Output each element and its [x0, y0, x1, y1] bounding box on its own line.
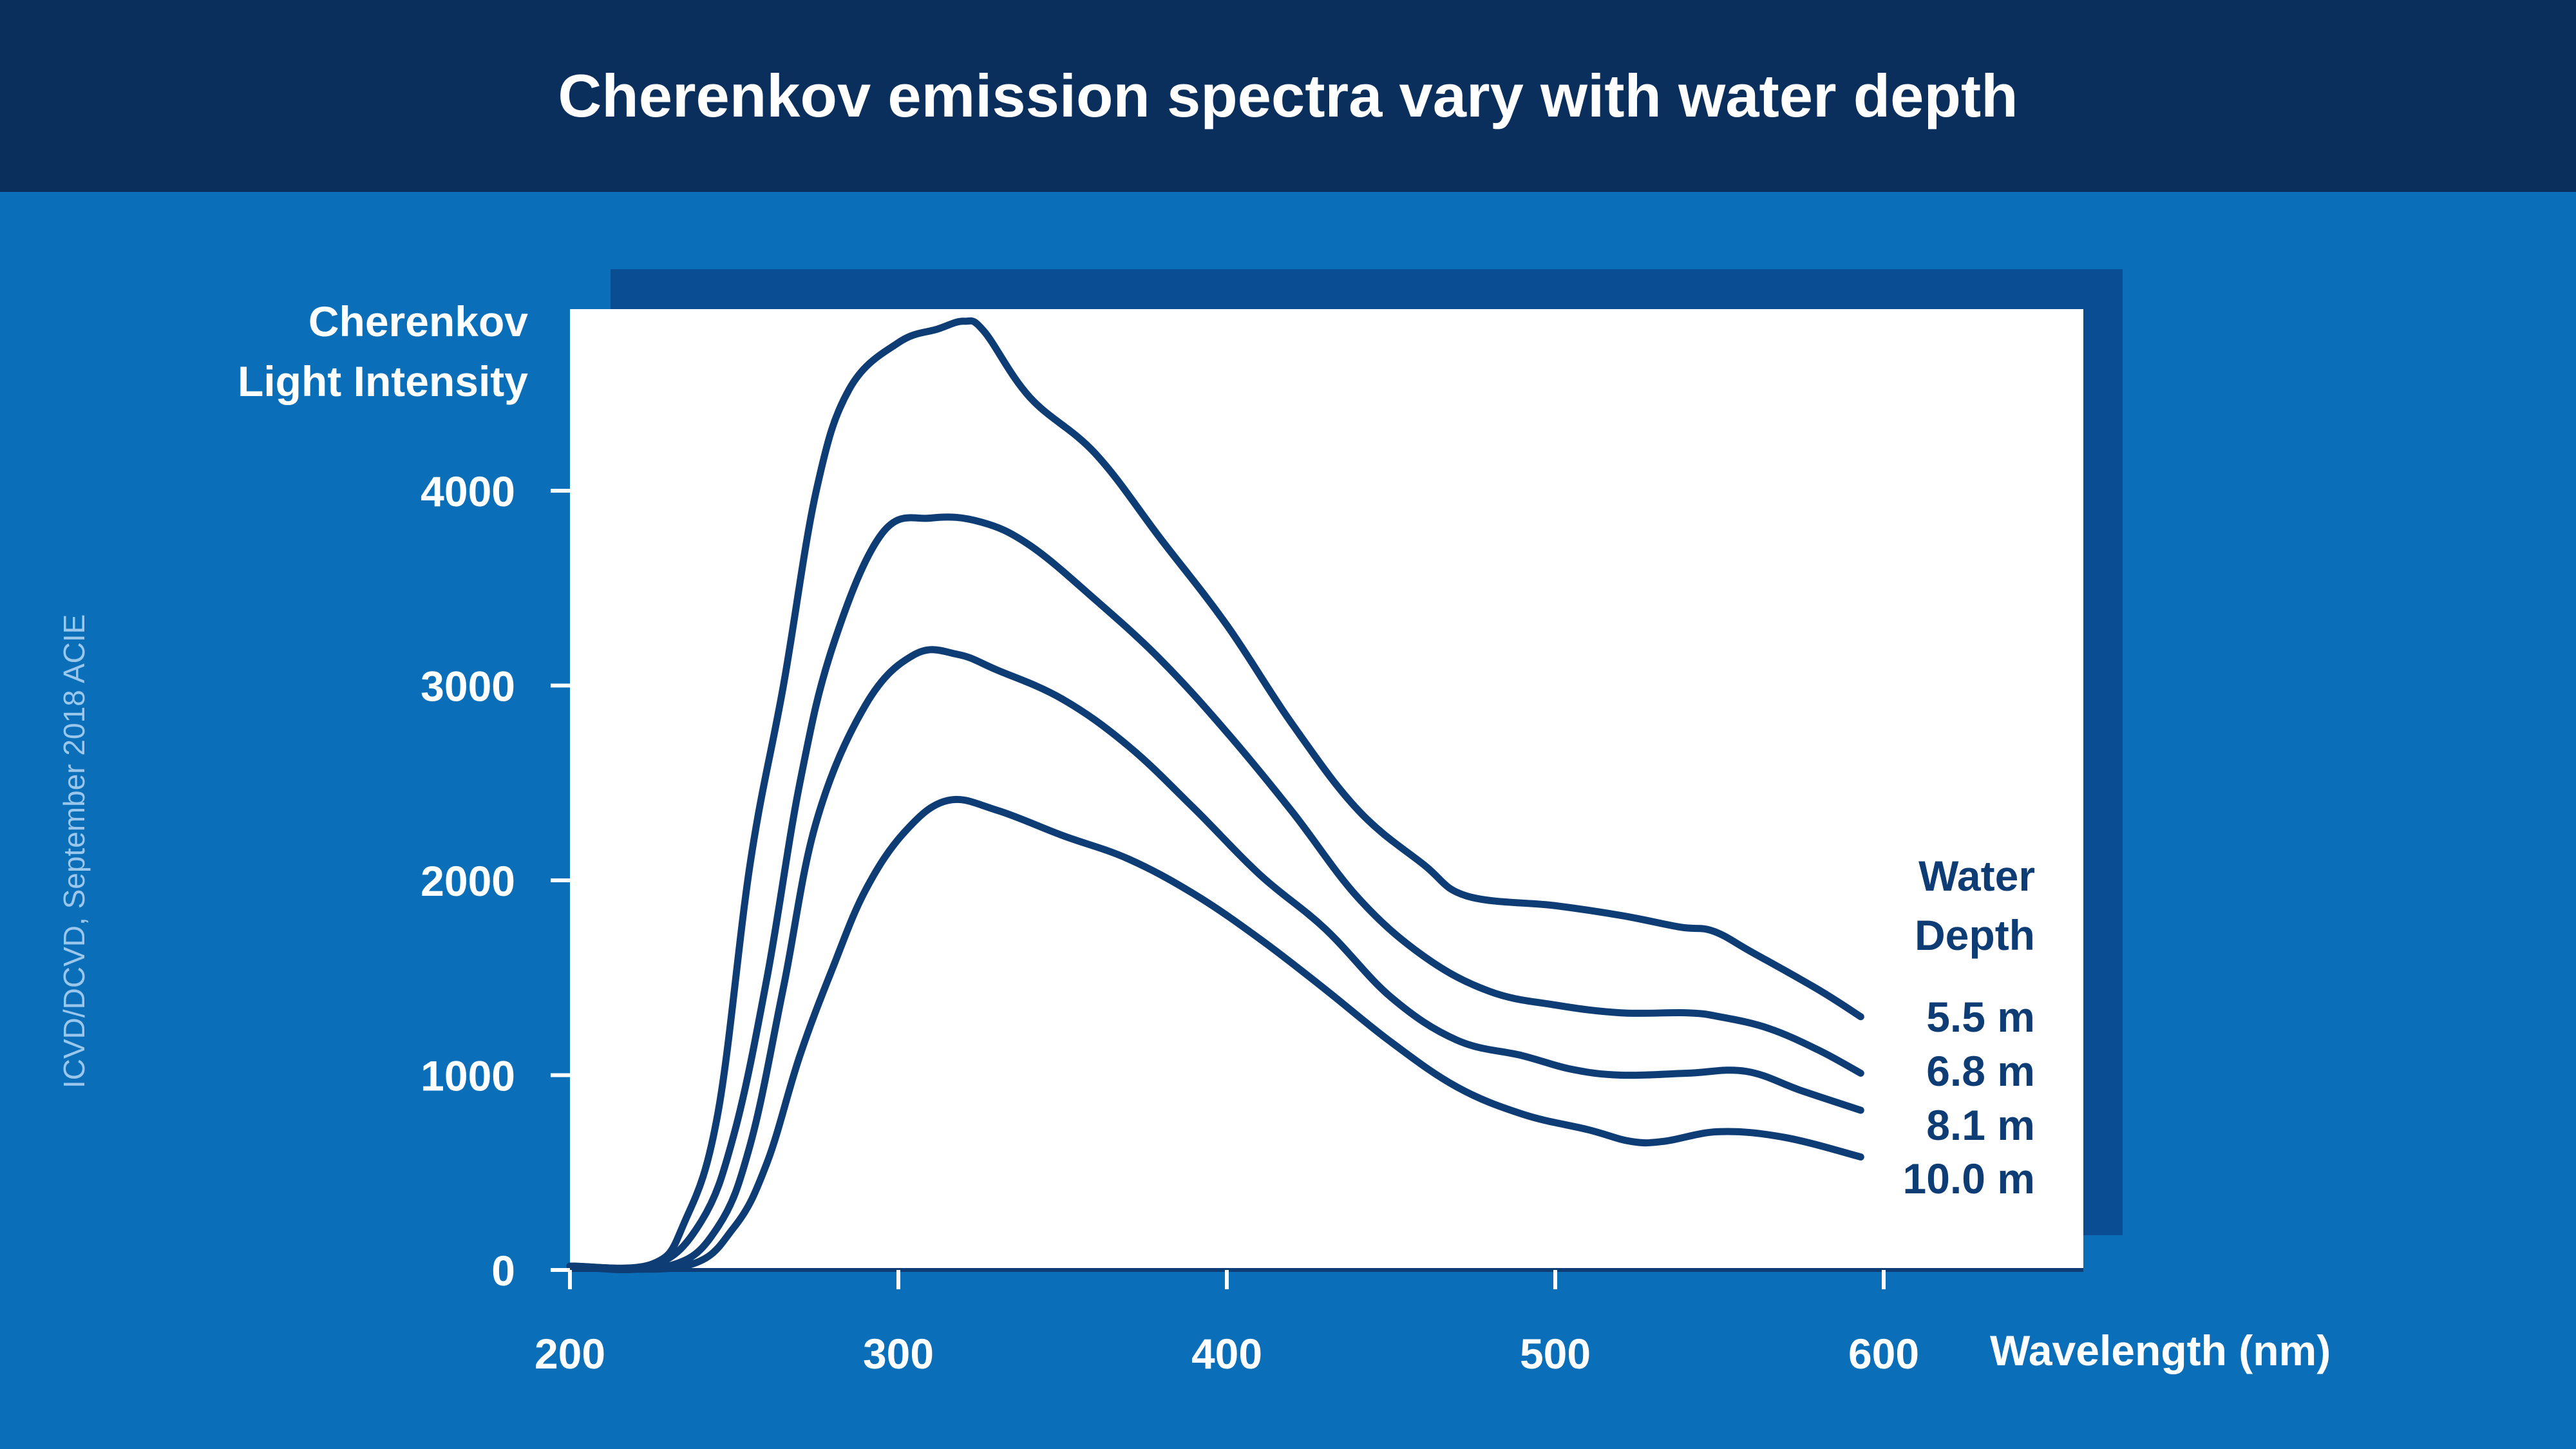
credit-text: ICVD/DCVD, September 2018 ACIE	[57, 614, 91, 1088]
series-layer	[566, 317, 1864, 1274]
legend-entry-1: 5.5 m	[1926, 993, 2035, 1041]
series-line-1	[566, 317, 1864, 1272]
y-axis-ticks: 0 1000 2000 3000 4000	[421, 468, 570, 1294]
x-axis-title: Wavelength (nm)	[1990, 1327, 2331, 1374]
y-axis-title-line-1: Cherenkov	[308, 298, 528, 345]
x-tick-label: 300	[863, 1330, 934, 1378]
legend: 5.5 m 6.8 m 8.1 m 10.0 m	[1903, 993, 2035, 1202]
legend-entry-3: 8.1 m	[1926, 1101, 2035, 1149]
x-tick-label: 200	[535, 1330, 605, 1378]
y-tick-label: 3000	[421, 663, 515, 710]
legend-entry-4: 10.0 m	[1903, 1155, 2035, 1202]
y-tick-label: 4000	[421, 468, 515, 515]
legend-entry-2: 6.8 m	[1926, 1047, 2035, 1095]
y-axis-title-line-2: Light Intensity	[238, 357, 528, 405]
series-line-4	[566, 795, 1864, 1273]
x-tick-label: 500	[1520, 1330, 1591, 1378]
y-tick-label: 1000	[421, 1052, 515, 1100]
legend-title-line-1: Water	[1918, 852, 2035, 900]
y-tick-label: 2000	[421, 857, 515, 905]
x-tick-label: 400	[1191, 1330, 1262, 1378]
legend-title-line-2: Depth	[1915, 911, 2035, 959]
header-bar: Cherenkov emission spectra vary with wat…	[0, 0, 2576, 192]
page-title: Cherenkov emission spectra vary with wat…	[558, 62, 2018, 129]
series-line-3	[566, 646, 1864, 1273]
series-line-2	[566, 513, 1864, 1274]
y-tick-label: 0	[491, 1247, 515, 1294]
x-axis-ticks: 200 300 400 500 600	[535, 1270, 1919, 1378]
x-tick-label: 600	[1848, 1330, 1919, 1378]
